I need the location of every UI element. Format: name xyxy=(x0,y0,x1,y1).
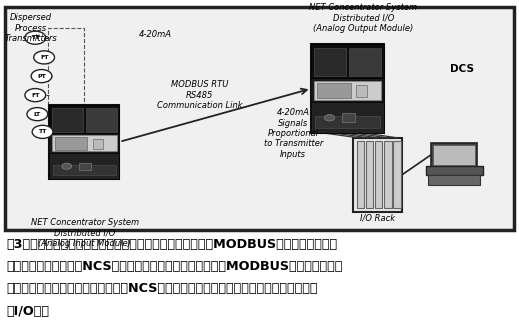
Bar xyxy=(428,175,480,185)
Text: MODBUS RTU
RS485
Communication Link: MODBUS RTU RS485 Communication Link xyxy=(157,80,242,110)
Bar xyxy=(49,105,119,179)
Bar xyxy=(366,141,374,208)
Text: NET Concentrator System
Distributed I/O
(Analog Output Module): NET Concentrator System Distributed I/O … xyxy=(309,3,417,33)
Bar xyxy=(49,105,119,133)
Bar xyxy=(49,153,119,179)
Bar xyxy=(86,108,117,132)
Bar xyxy=(315,81,381,100)
Bar xyxy=(433,145,475,165)
Bar xyxy=(311,44,384,78)
Text: FT: FT xyxy=(40,55,48,60)
Text: 的I/O盘。: 的I/O盘。 xyxy=(6,305,49,318)
Text: 所有的控制室直连电缆。来自第二个NCS的模拟量输出再通过硬接线直接连接到控制系统: 所有的控制室直连电缆。来自第二个NCS的模拟量输出再通过硬接线直接连接到控制系统 xyxy=(6,282,318,296)
Circle shape xyxy=(25,31,46,44)
Bar xyxy=(426,166,483,175)
Bar xyxy=(342,113,355,122)
Text: LT: LT xyxy=(34,112,41,117)
Text: 4-20mA: 4-20mA xyxy=(139,30,172,39)
Bar xyxy=(52,108,83,132)
Bar xyxy=(357,85,366,96)
Text: TT: TT xyxy=(38,129,47,134)
Bar xyxy=(353,138,402,212)
Bar xyxy=(55,137,87,150)
Bar xyxy=(53,165,116,175)
Text: TT: TT xyxy=(31,35,39,40)
Bar xyxy=(317,83,351,98)
Bar xyxy=(5,7,514,230)
Circle shape xyxy=(27,108,48,121)
Bar xyxy=(431,143,477,167)
Bar xyxy=(357,141,364,208)
Bar xyxy=(48,28,84,142)
Bar xyxy=(315,48,346,76)
Circle shape xyxy=(31,70,52,83)
Text: 4-20mA
Signals
Proportional
to Transmitter
Inputs: 4-20mA Signals Proportional to Transmitt… xyxy=(264,108,323,159)
Circle shape xyxy=(25,89,46,102)
Bar xyxy=(93,139,103,149)
Text: FT: FT xyxy=(31,92,39,98)
Bar xyxy=(349,48,381,76)
Circle shape xyxy=(324,114,335,121)
Bar xyxy=(52,135,117,152)
Text: I/O Rack: I/O Rack xyxy=(360,214,395,223)
Text: 下，可以采用使用双重NCS设备的对等网解决方案，仅用一根MODBUS电缆就可以替代: 下，可以采用使用双重NCS设备的对等网解决方案，仅用一根MODBUS电缆就可以替… xyxy=(6,260,343,273)
Text: Dispersed
Process
Transmitters: Dispersed Process Transmitters xyxy=(5,13,58,43)
Bar xyxy=(393,141,401,208)
Bar xyxy=(79,162,91,170)
Bar xyxy=(311,102,384,133)
Circle shape xyxy=(34,51,54,64)
Circle shape xyxy=(32,125,53,138)
Text: NET Concentrator System
Distributed I/O
(Analog Input Module): NET Concentrator System Distributed I/O … xyxy=(31,218,139,248)
Bar xyxy=(384,141,391,208)
Text: 图3：对等网连接模式。在某些案例当中，控制系统不能处理MODBUS信号。在这种情况: 图3：对等网连接模式。在某些案例当中，控制系统不能处理MODBUS信号。在这种情… xyxy=(6,238,337,251)
Bar xyxy=(375,141,383,208)
Bar xyxy=(315,116,380,129)
Circle shape xyxy=(62,163,72,169)
Text: PT: PT xyxy=(37,73,46,79)
Bar xyxy=(311,44,384,133)
Text: DCS: DCS xyxy=(450,64,474,74)
